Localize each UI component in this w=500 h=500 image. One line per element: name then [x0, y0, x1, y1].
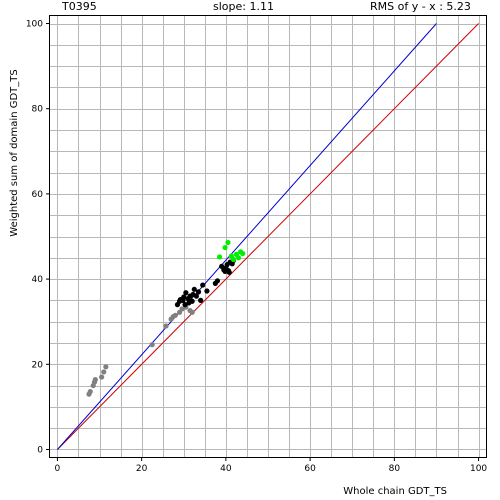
data-points	[86, 239, 246, 397]
x-tick-label: 40	[220, 464, 232, 474]
data-point	[204, 288, 210, 294]
x-tick-label: 80	[389, 464, 401, 474]
data-point	[183, 290, 189, 296]
data-point	[172, 312, 178, 318]
y-axis-label: Weighted sum of domain GDT_TS	[9, 69, 20, 236]
axis-ticks: 0 20 40 60 80 100 0 20 40 60 80 100	[26, 20, 488, 474]
data-point	[103, 364, 109, 370]
y-tick-label: 60	[32, 190, 44, 200]
x-tick-label: 100	[470, 464, 487, 474]
data-point	[149, 342, 155, 348]
data-point	[198, 297, 204, 303]
data-point	[225, 239, 231, 246]
data-point	[193, 293, 200, 299]
data-point	[189, 298, 195, 304]
y-tick-label: 0	[37, 445, 43, 455]
data-point	[222, 244, 228, 251]
x-axis-label: Whole chain GDT_TS	[343, 486, 447, 497]
data-point	[214, 278, 221, 284]
target-name: T0395	[62, 0, 97, 13]
data-point	[181, 294, 187, 300]
slope-readout: slope: 1.11	[213, 0, 274, 13]
y-tick-label: 20	[32, 360, 44, 370]
y-tick-label: 100	[26, 20, 43, 30]
data-point	[200, 282, 206, 288]
x-tick-label: 20	[136, 464, 148, 474]
data-point	[226, 269, 232, 275]
rms-readout: RMS of y - x : 5.23	[370, 0, 471, 13]
y-tick-label: 40	[32, 275, 44, 285]
x-tick-label: 0	[55, 464, 61, 474]
reference-line	[57, 23, 437, 450]
reference-line	[57, 23, 479, 450]
data-point	[92, 377, 98, 383]
data-point	[99, 374, 105, 380]
y-tick-label: 80	[32, 105, 44, 115]
data-point	[101, 369, 107, 375]
reference-lines	[57, 23, 479, 450]
data-point	[195, 289, 202, 295]
data-point	[235, 255, 242, 261]
data-point	[191, 286, 197, 292]
grid-lines	[49, 15, 487, 458]
data-point	[230, 256, 237, 263]
data-point	[87, 388, 93, 395]
data-point	[189, 309, 195, 315]
data-point	[163, 323, 169, 329]
data-point	[216, 254, 223, 260]
x-tick-label: 60	[304, 464, 316, 474]
data-point	[240, 250, 246, 257]
plot-frame	[49, 15, 487, 458]
